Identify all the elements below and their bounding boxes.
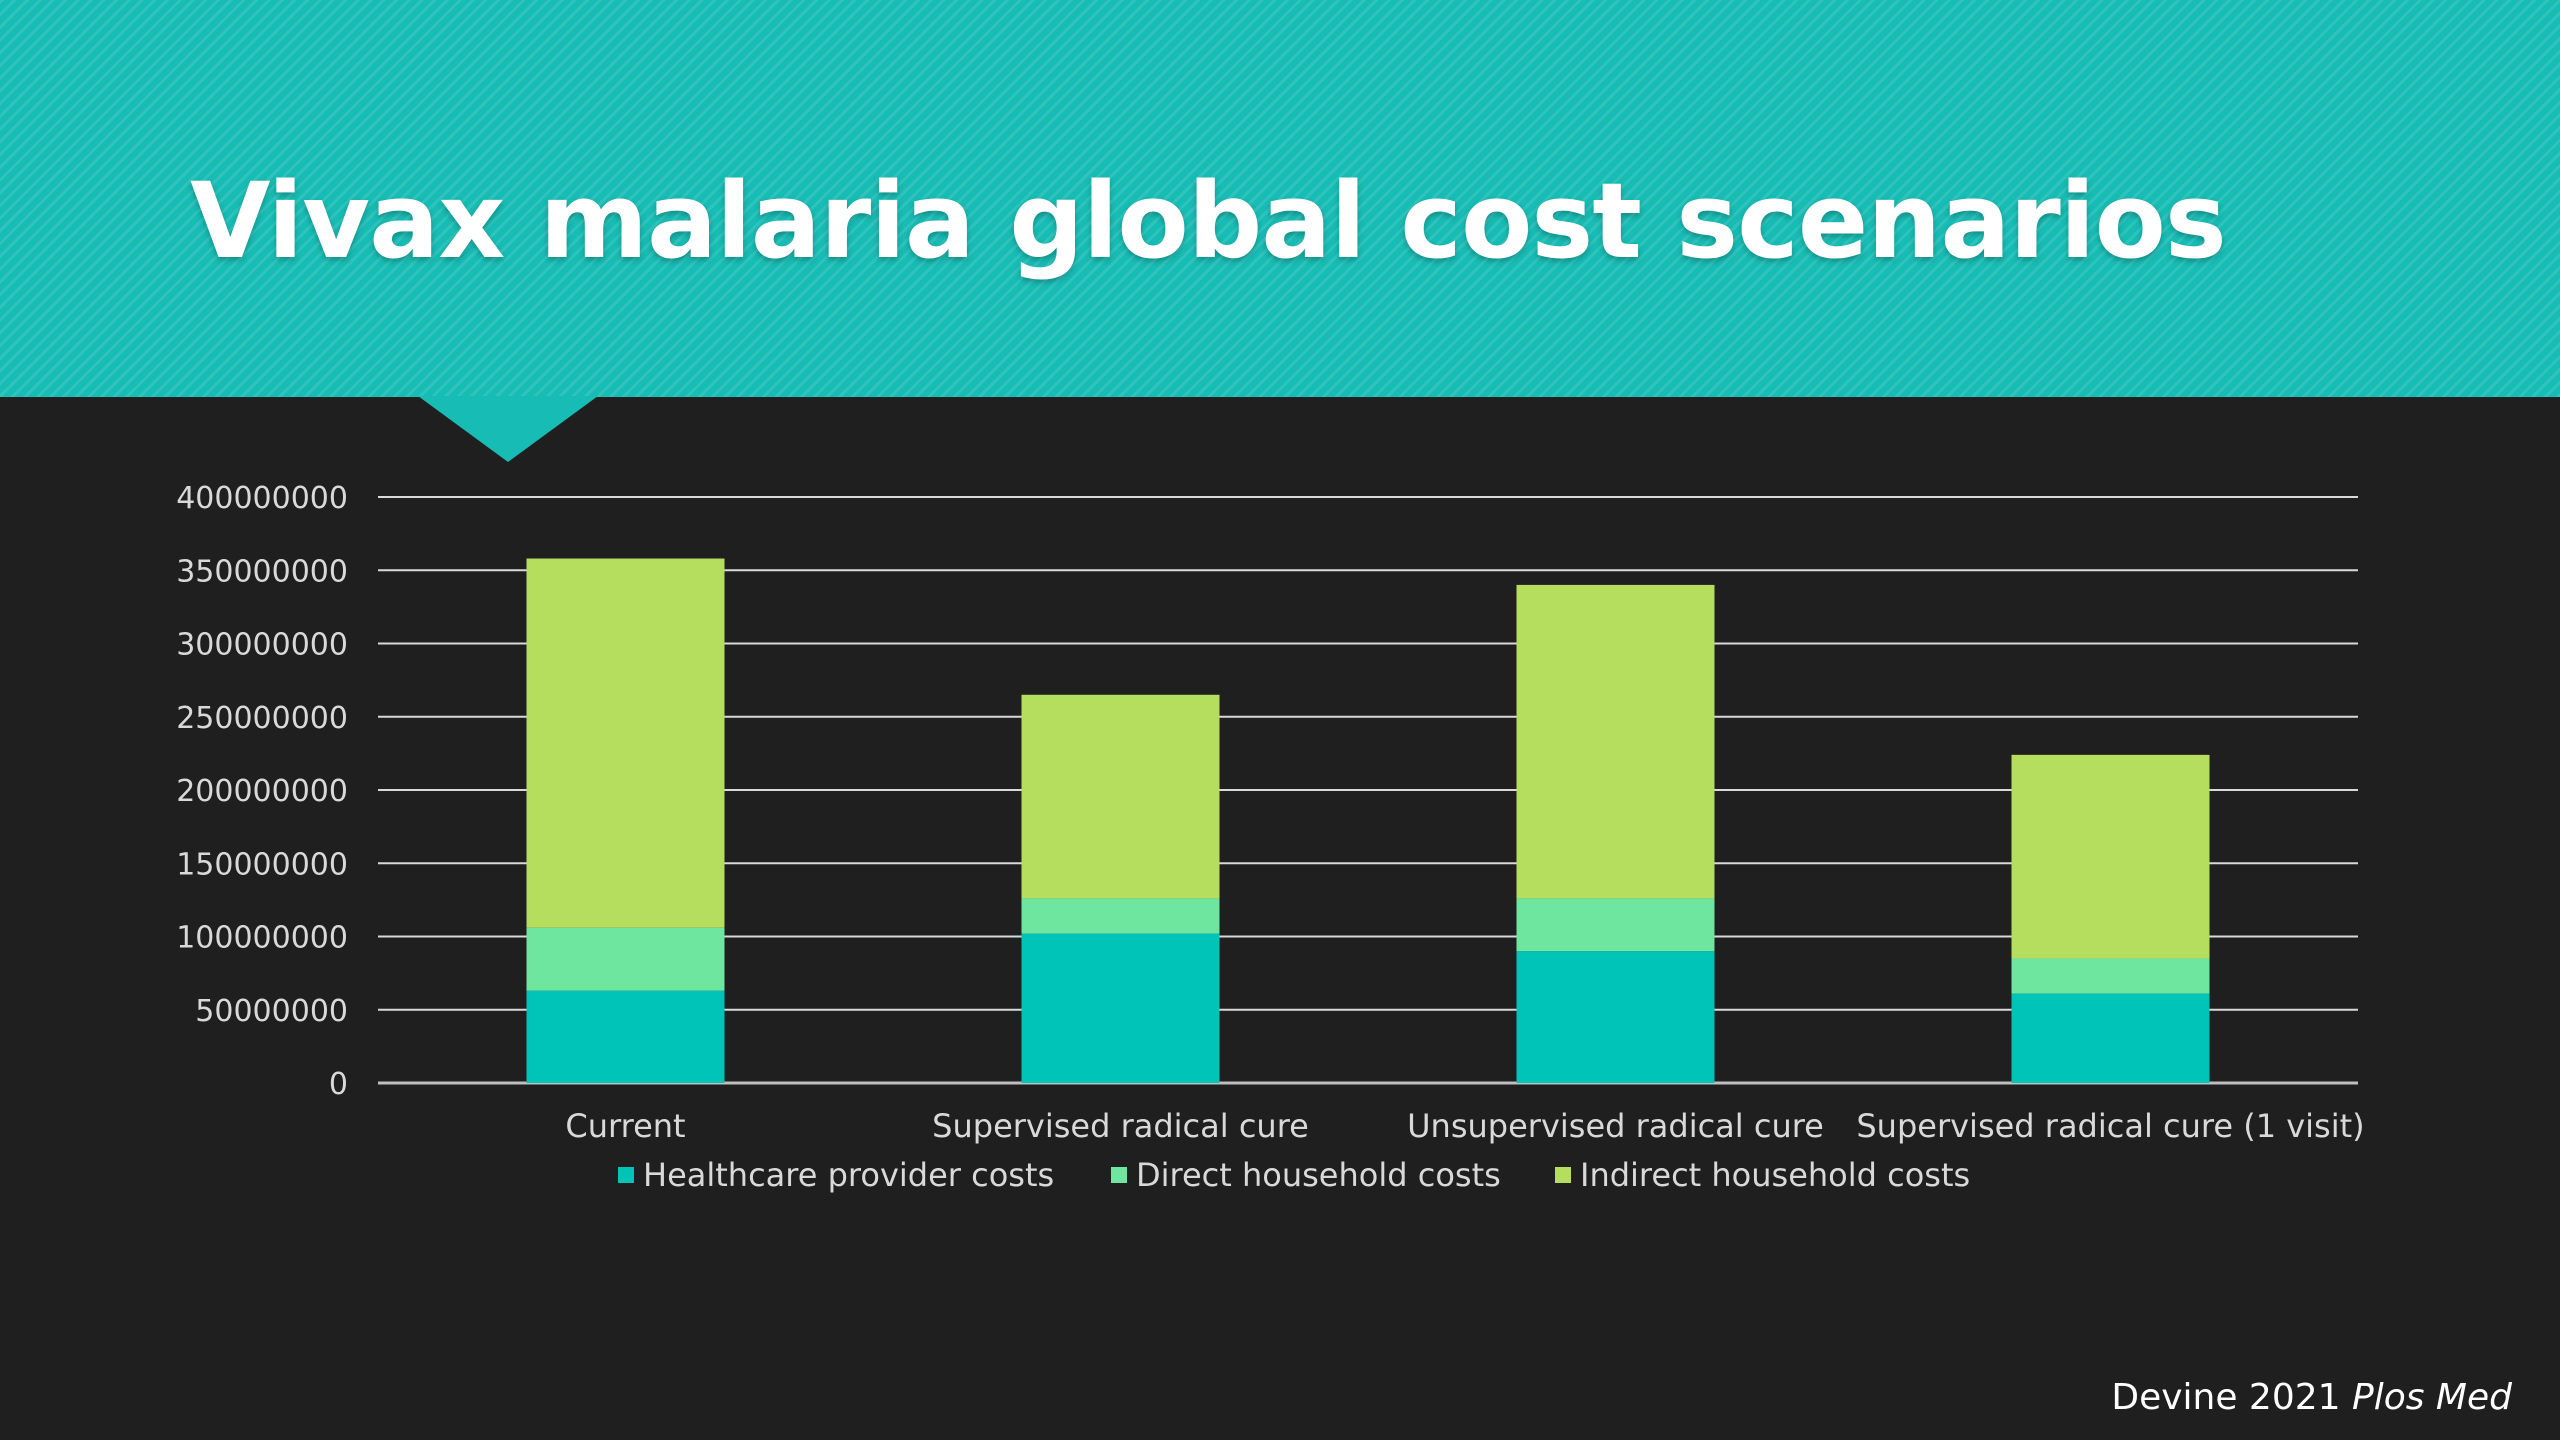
y-tick-label: 350000000	[176, 554, 348, 589]
x-tick-label: Supervised radical cure (1 visit)	[1856, 1107, 2364, 1145]
y-tick-label: 200000000	[176, 774, 348, 809]
citation-author: Devine 2021	[2111, 1377, 2352, 1418]
legend-label: Indirect household costs	[1580, 1156, 1970, 1194]
x-tick-label: Current	[565, 1107, 685, 1145]
legend-swatch	[618, 1167, 634, 1183]
y-tick-label: 50000000	[195, 994, 348, 1029]
citation-journal: Plos Med	[2352, 1377, 2512, 1418]
slide-title: Vivax malaria global cost scenarios	[190, 160, 2227, 282]
legend-label: Direct household costs	[1136, 1156, 1501, 1194]
citation: Devine 2021 Plos Med	[2111, 1377, 2512, 1418]
bar-segment	[526, 990, 725, 1083]
bar-segment	[1516, 951, 1715, 1083]
y-tick-label: 100000000	[176, 921, 348, 956]
legend-swatch	[1555, 1167, 1571, 1183]
bar-segment	[2011, 754, 2210, 959]
bar-segment	[526, 927, 725, 991]
y-tick-label: 0	[329, 1067, 348, 1102]
bar-segment	[1021, 694, 1220, 899]
bar-segment	[2011, 993, 2210, 1083]
y-tick-label: 250000000	[176, 701, 348, 736]
bar-segment	[2011, 958, 2210, 994]
x-tick-label: Unsupervised radical cure	[1407, 1107, 1824, 1145]
bar-segment	[1516, 584, 1715, 899]
y-tick-label: 400000000	[176, 481, 348, 516]
bar-segment	[526, 558, 725, 928]
header-banner	[0, 0, 2560, 397]
bar-segment	[1021, 933, 1220, 1083]
bar-segment	[1021, 898, 1220, 934]
bar-segment	[1516, 898, 1715, 952]
legend-swatch	[1111, 1167, 1127, 1183]
legend-label: Healthcare provider costs	[643, 1156, 1054, 1194]
x-tick-label: Supervised radical cure	[932, 1107, 1309, 1145]
y-tick-label: 300000000	[176, 628, 348, 663]
y-tick-label: 150000000	[176, 847, 348, 882]
